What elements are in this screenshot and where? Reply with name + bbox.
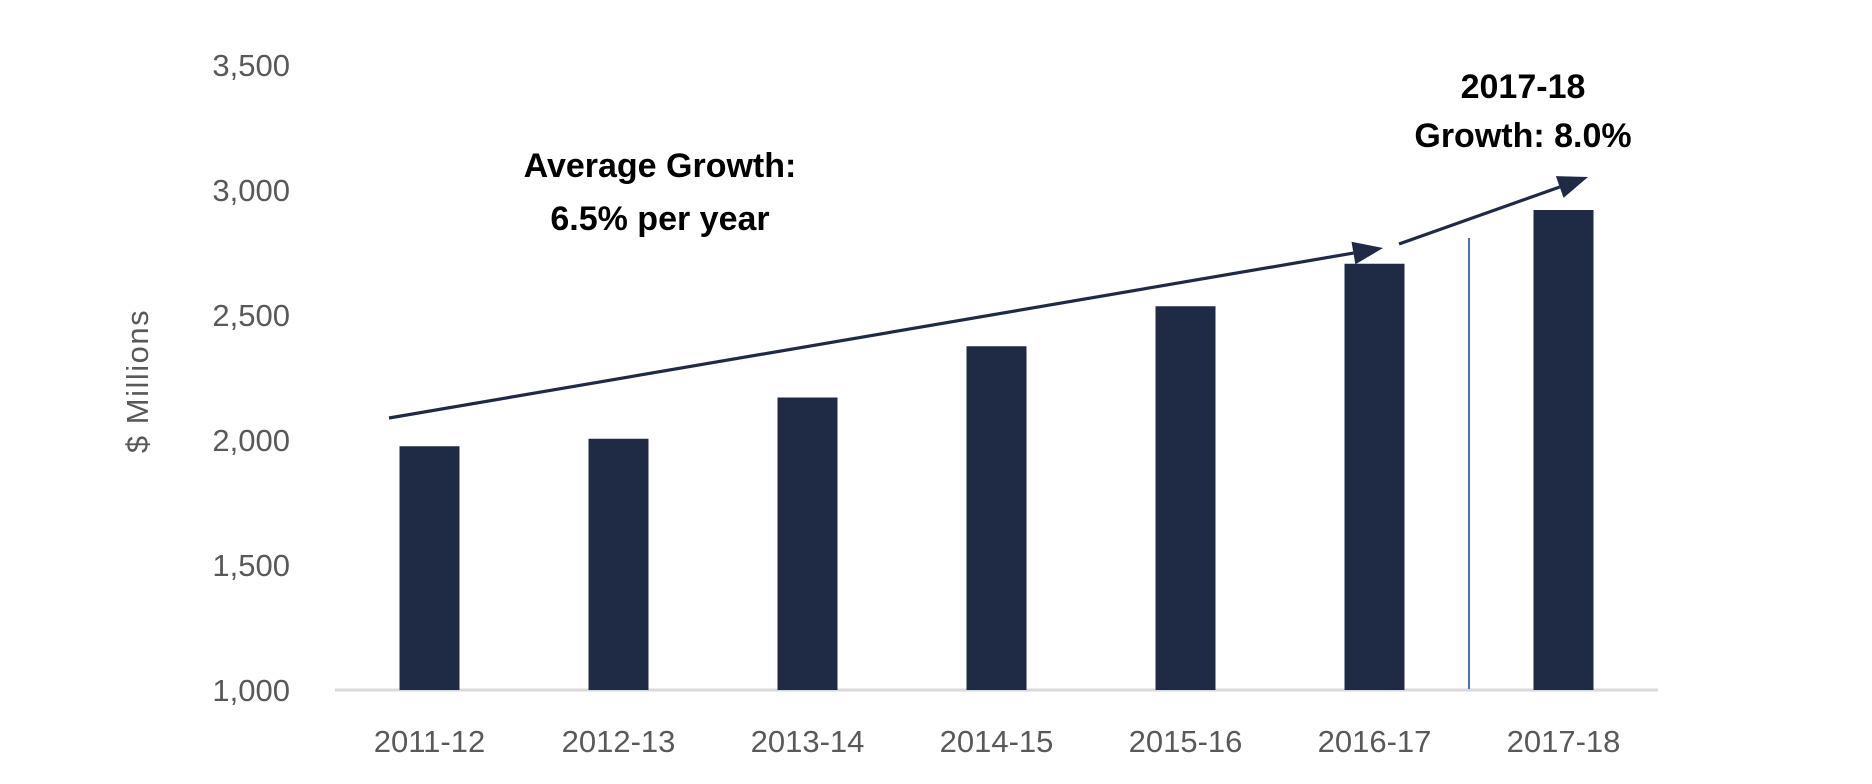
x-tick-label: 2013-14: [751, 724, 865, 759]
bar-2014-15: [966, 346, 1027, 690]
latest-growth-annotation: 2017-18 Growth: 8.0%: [1414, 63, 1631, 161]
bar-2016-17: [1344, 263, 1405, 690]
bar-2011-12: [399, 446, 460, 690]
x-tick-label: 2012-13: [562, 724, 676, 759]
bar-2012-13: [588, 438, 649, 690]
y-tick-label: 2,500: [212, 298, 290, 333]
latest-growth-arrow-line: [1398, 185, 1561, 246]
bar-2013-14: [777, 397, 838, 690]
x-tick-label: 2014-15: [940, 724, 1054, 759]
y-tick-label: 2,000: [212, 423, 290, 458]
bar-2015-16: [1155, 306, 1216, 690]
y-tick-label: 1,000: [212, 673, 290, 708]
latest-growth-line2: Growth: 8.0%: [1414, 117, 1632, 155]
x-tick-label: 2016-17: [1318, 724, 1432, 759]
bar-2017-18: [1533, 210, 1594, 690]
x-tick-label: 2017-18: [1507, 724, 1621, 759]
y-tick-label: 3,000: [212, 173, 290, 208]
x-tick-label: 2011-12: [374, 724, 485, 759]
average-growth-arrow-head-icon: [1351, 241, 1383, 265]
average-growth-annotation: Average Growth: 6.5% per year: [524, 140, 797, 246]
latest-growth-line1: 2017-18: [1460, 68, 1586, 106]
y-tick-label: 3,500: [212, 48, 290, 83]
y-axis-title: $ Millions: [120, 309, 155, 453]
average-growth-line1: Average Growth:: [523, 147, 797, 185]
y-tick-label: 1,500: [212, 548, 290, 583]
average-growth-arrow-line: [388, 251, 1354, 420]
x-tick-label: 2015-16: [1129, 724, 1243, 759]
latest-growth-arrow-head-icon: [1555, 176, 1588, 198]
average-growth-line2: 6.5% per year: [550, 200, 770, 238]
